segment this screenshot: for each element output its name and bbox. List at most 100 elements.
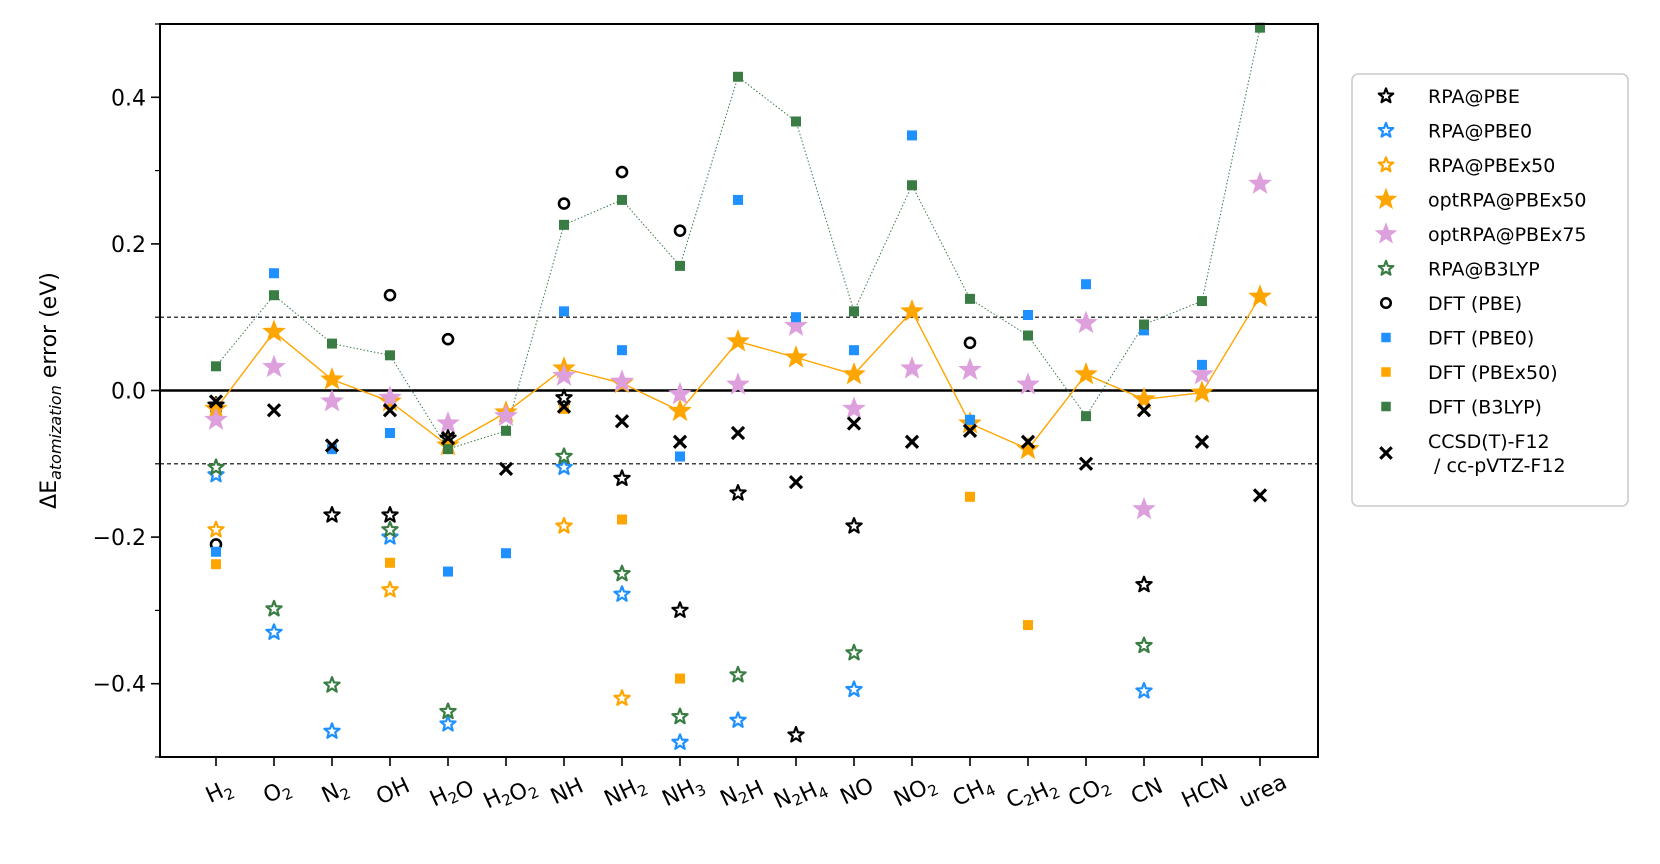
series-1-point-3 (381, 527, 399, 545)
series-7-point-1 (269, 268, 279, 279)
series-4-point-1 (262, 354, 286, 378)
series-4-point-8 (668, 381, 692, 405)
series-4-point-11 (842, 396, 866, 419)
xtick-text-14: C2H2 (1003, 770, 1063, 821)
series-1-point-0 (207, 465, 225, 483)
legend-label-1: RPA@PBE0 (1428, 121, 1532, 143)
series-9-point-0 (211, 361, 221, 372)
xtick-label-0: H2 (202, 775, 237, 811)
series-5-point-0 (207, 458, 225, 476)
series-6-point-13 (963, 336, 977, 350)
legend-marker-8 (1381, 367, 1391, 377)
legend-marker-4 (1374, 222, 1398, 244)
xtick-text-11: NO (837, 773, 878, 810)
legend-label-3: optRPA@PBEx50 (1428, 190, 1587, 212)
series-4-point-18 (1248, 171, 1272, 194)
xtick-text-0: H2 (202, 775, 237, 811)
series-3-point-16 (1132, 386, 1156, 410)
xtick-text-9: N2H (717, 771, 768, 816)
series-5-point-7 (613, 564, 631, 582)
legend: RPA@PBE RPA@PBE0 RPA@PBEx50 optRPA@PBEx50 op… (1351, 73, 1629, 507)
series-3-point-14 (1016, 436, 1040, 460)
legend-label-0: RPA@PBE (1428, 86, 1520, 108)
series-1-point-4 (439, 714, 457, 732)
series-6-point-8 (673, 224, 687, 238)
xtick-text-2: N2 (318, 775, 353, 811)
xtick-label-2: N2 (318, 775, 353, 811)
xtick-label-18: urea (1235, 770, 1290, 814)
series-2-point-0 (207, 520, 225, 538)
xtick-text-4: H2O (426, 771, 478, 817)
xtick-text-12: NO2 (890, 771, 941, 815)
series-10-point-17 (1194, 434, 1210, 449)
series-10-point-1 (266, 403, 282, 418)
series-5-point-4 (439, 702, 457, 720)
series-3-point-17 (1190, 380, 1214, 403)
series-4-point-9 (726, 372, 750, 395)
series-9-point-6 (559, 219, 569, 230)
series-7-point-0 (211, 546, 221, 557)
series-9-point-4 (443, 444, 453, 455)
series-9-point-2 (327, 338, 337, 349)
xtick-text-5: H2O2 (480, 769, 542, 821)
series-10-point-14 (1020, 434, 1036, 449)
xtick-label-15: CO2 (1065, 772, 1115, 815)
legend-marker-1 (1377, 121, 1395, 138)
series-7-point-6 (559, 306, 569, 317)
xtick-label-9: N2H (717, 771, 768, 816)
series-6-point-3 (383, 288, 397, 302)
legend-label-6: DFT (PBE) (1428, 293, 1522, 315)
xtick-text-18: urea (1235, 770, 1290, 814)
series-9-point-15 (1081, 411, 1091, 422)
series-10-point-8 (672, 434, 688, 449)
series-6-point-7 (615, 165, 629, 179)
series-4-point-0 (204, 407, 228, 430)
series-1-point-11 (845, 680, 863, 698)
xtick-label-6: NH (547, 773, 587, 810)
series-10-point-0 (208, 394, 224, 409)
series-3-point-12 (900, 298, 924, 322)
series-7-point-5 (501, 548, 511, 559)
series-4-point-15 (1074, 310, 1098, 334)
series-10-point-11 (846, 416, 862, 431)
series-0-point-3 (381, 506, 399, 523)
ytick-label-2: 0.0 (111, 380, 146, 405)
series-10-point-9 (730, 425, 746, 441)
series-4-point-7 (610, 369, 634, 392)
plot-area (160, 22, 1318, 750)
series-8-point-0 (211, 559, 221, 570)
series-4-point-5 (494, 403, 518, 427)
ytick-label-3: 0.2 (111, 233, 146, 258)
legend-marker-9 (1381, 401, 1391, 412)
xtick-text-8: NH3 (659, 771, 709, 814)
series-5-point-8 (671, 707, 689, 725)
series-5-point-9 (729, 665, 747, 683)
xtick-text-10: N2H4 (770, 769, 831, 821)
series-0-point-8 (671, 601, 689, 618)
series-10-point-18 (1252, 488, 1268, 503)
series-7-point-13 (965, 414, 975, 425)
series-8-point-3 (385, 557, 395, 568)
series-7-point-15 (1081, 279, 1091, 290)
series-5-point-1 (265, 599, 283, 617)
series-4-point-3 (378, 385, 402, 408)
ytick-label-4: 0.4 (111, 86, 146, 111)
series-4-point-17 (1190, 361, 1214, 385)
series-10-point-7 (614, 414, 630, 429)
series-3-point-18 (1248, 284, 1272, 307)
series-0-point-2 (323, 506, 341, 523)
series-9-point-5 (501, 425, 511, 436)
series-7-point-10 (791, 312, 801, 323)
series-1-point-7 (613, 585, 631, 602)
xtick-label-3: OH (373, 773, 414, 810)
series-9-point-10 (791, 116, 801, 127)
xtick-text-13: CH4 (949, 772, 998, 815)
series-9-point-8 (675, 260, 685, 271)
y-axis-label: ΔEatomization error (eV) (37, 272, 65, 509)
xtick-text-15: CO2 (1065, 772, 1115, 815)
xtick-label-17: HCN (1178, 770, 1232, 813)
series-8-point-14 (1023, 620, 1033, 631)
series-10-point-6 (556, 399, 572, 414)
legend-label-2: RPA@PBEx50 (1428, 155, 1555, 177)
